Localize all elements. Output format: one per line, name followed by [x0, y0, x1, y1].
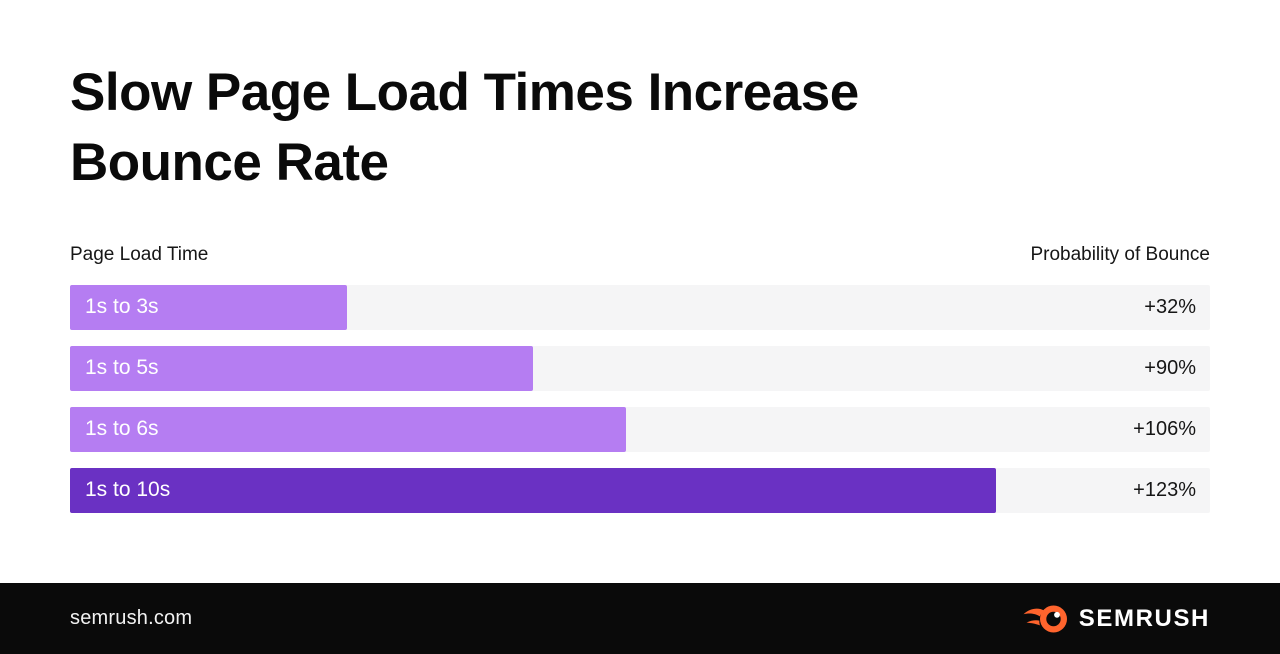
column-header-page-load-time: Page Load Time [70, 243, 209, 265]
bar-value: +90% [1144, 356, 1196, 379]
bar-label: 1s to 5s [85, 356, 159, 380]
infographic: Slow Page Load Times Increase Bounce Rate… [70, 58, 1210, 513]
bar-row-1s-to-6s: 1s to 6s +106% [70, 406, 1210, 452]
footer-site-url: semrush.com [70, 607, 193, 629]
page-title: Slow Page Load Times Increase Bounce Rate [70, 58, 1210, 198]
semrush-flame-icon [1023, 605, 1067, 632]
page-title-line1: Slow Page Load Times Increase [70, 63, 859, 122]
column-header-probability-of-bounce: Probability of Bounce [1030, 243, 1210, 265]
bar-label: 1s to 6s [85, 417, 159, 441]
bar-value: +32% [1144, 295, 1196, 318]
bar-fill: 1s to 10s [70, 467, 996, 513]
bar-label: 1s to 10s [85, 478, 171, 502]
bar-fill: 1s to 5s [70, 345, 533, 391]
semrush-logo: SEMRUSH [1023, 604, 1210, 634]
chart-column-headers: Page Load Time Probability of Bounce [70, 244, 1210, 266]
bar-value: +123% [1133, 478, 1196, 501]
bar-fill: 1s to 6s [70, 406, 627, 452]
bar-row-1s-to-3s: 1s to 3s +32% [70, 284, 1210, 330]
bar-chart: 1s to 3s +32% 1s to 5s +90% 1s to 6s +10… [70, 284, 1210, 513]
footer: semrush.com SEMRUSH [0, 583, 1280, 654]
semrush-wordmark: SEMRUSH [1078, 604, 1210, 632]
page-title-line2: Bounce Rate [70, 132, 389, 192]
bar-fill: 1s to 3s [70, 284, 348, 330]
bar-row-1s-to-5s: 1s to 5s +90% [70, 345, 1210, 391]
bar-label: 1s to 3s [85, 295, 159, 319]
bar-value: +106% [1133, 417, 1196, 440]
bar-row-1s-to-10s: 1s to 10s +123% [70, 467, 1210, 513]
